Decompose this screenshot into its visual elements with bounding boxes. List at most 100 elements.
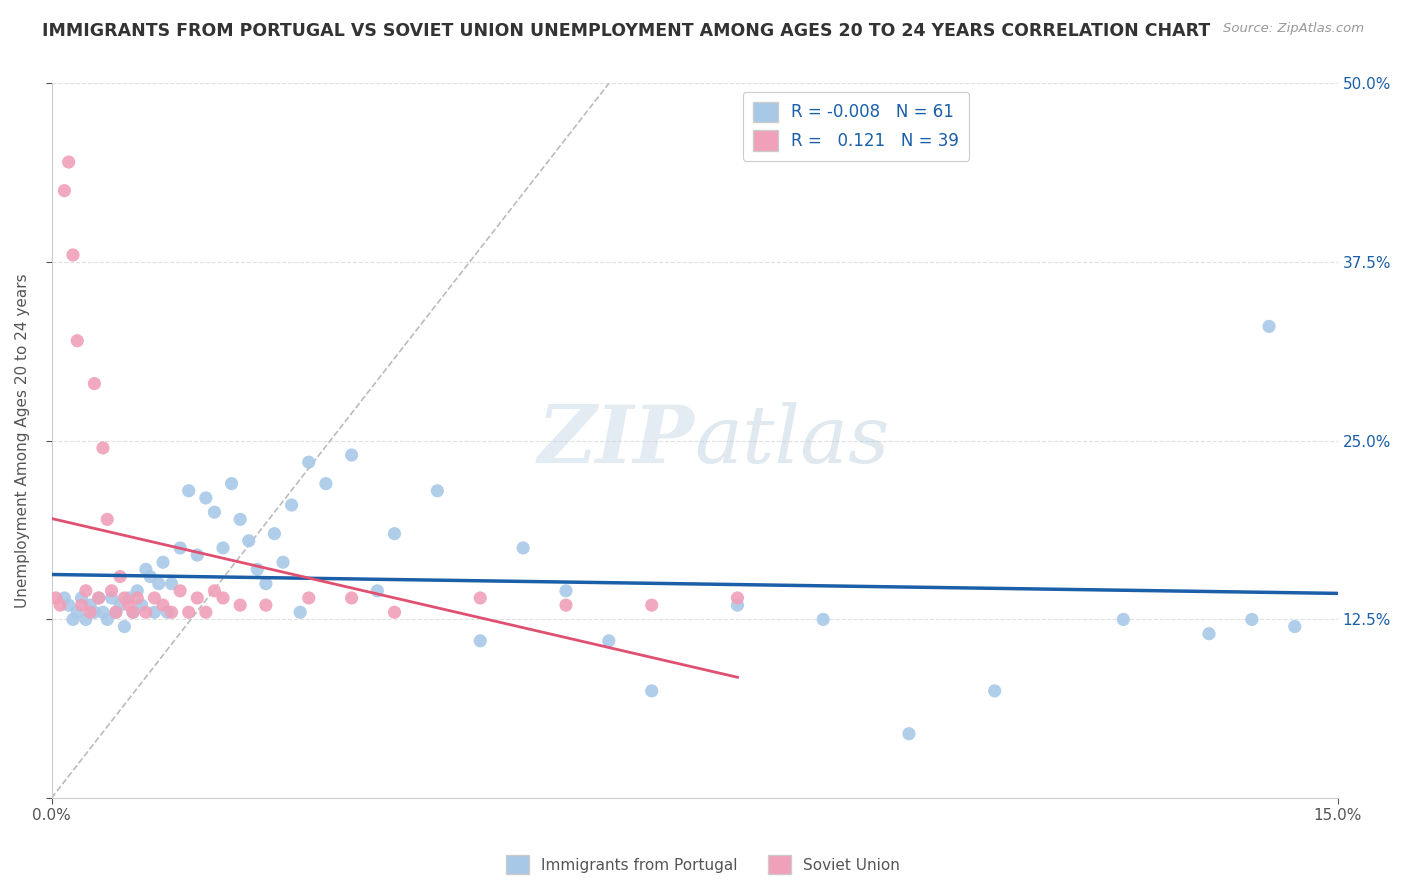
Point xyxy=(75,583,97,598)
Point xyxy=(127,591,149,605)
Point xyxy=(131,598,153,612)
Point xyxy=(288,605,311,619)
Point xyxy=(212,591,235,605)
Point xyxy=(58,598,80,612)
Point xyxy=(100,583,122,598)
Point xyxy=(122,605,145,619)
Point xyxy=(104,605,127,619)
Point xyxy=(204,505,226,519)
Point xyxy=(96,512,118,526)
Point xyxy=(127,583,149,598)
Text: Source: ZipAtlas.com: Source: ZipAtlas.com xyxy=(1223,22,1364,36)
Y-axis label: Unemployment Among Ages 20 to 24 years: Unemployment Among Ages 20 to 24 years xyxy=(15,274,30,608)
Point xyxy=(229,598,252,612)
Point xyxy=(70,598,93,612)
Text: atlas: atlas xyxy=(695,402,890,480)
Point xyxy=(204,583,226,598)
Point xyxy=(238,533,260,548)
Point xyxy=(112,591,135,605)
Point xyxy=(194,491,217,505)
Point xyxy=(75,612,97,626)
Point xyxy=(79,605,101,619)
Point xyxy=(156,605,179,619)
Point xyxy=(298,591,321,605)
Point xyxy=(897,727,920,741)
Point xyxy=(340,591,363,605)
Point xyxy=(229,512,252,526)
Point xyxy=(298,455,321,469)
Point xyxy=(212,541,235,555)
Point xyxy=(1198,626,1220,640)
Point xyxy=(139,569,162,583)
Point xyxy=(169,583,191,598)
Point xyxy=(811,612,834,626)
Point xyxy=(366,583,388,598)
Point xyxy=(143,591,166,605)
Point xyxy=(53,184,76,198)
Point xyxy=(280,498,302,512)
Point xyxy=(384,605,406,619)
Point xyxy=(983,684,1005,698)
Point xyxy=(641,684,664,698)
Point xyxy=(135,605,157,619)
Point xyxy=(186,548,208,562)
Point xyxy=(160,605,183,619)
Point xyxy=(108,598,131,612)
Point xyxy=(254,598,277,612)
Point xyxy=(79,598,101,612)
Point xyxy=(58,155,80,169)
Text: IMMIGRANTS FROM PORTUGAL VS SOVIET UNION UNEMPLOYMENT AMONG AGES 20 TO 24 YEARS : IMMIGRANTS FROM PORTUGAL VS SOVIET UNION… xyxy=(42,22,1211,40)
Point xyxy=(83,605,105,619)
Point xyxy=(194,605,217,619)
Point xyxy=(49,598,72,612)
Point xyxy=(1112,612,1135,626)
Point xyxy=(87,591,110,605)
Point xyxy=(53,591,76,605)
Point xyxy=(91,441,114,455)
Point xyxy=(1258,319,1281,334)
Point xyxy=(426,483,449,498)
Point xyxy=(112,619,135,633)
Point xyxy=(1240,612,1263,626)
Point xyxy=(62,612,84,626)
Point xyxy=(118,591,141,605)
Point xyxy=(271,555,294,569)
Point xyxy=(160,576,183,591)
Point xyxy=(66,334,89,348)
Point xyxy=(384,526,406,541)
Legend: R = -0.008   N = 61, R =   0.121   N = 39: R = -0.008 N = 61, R = 0.121 N = 39 xyxy=(742,92,969,161)
Point xyxy=(641,598,664,612)
Point xyxy=(221,476,243,491)
Point xyxy=(177,483,200,498)
Legend: Immigrants from Portugal, Soviet Union: Immigrants from Portugal, Soviet Union xyxy=(499,849,907,880)
Point xyxy=(470,591,492,605)
Point xyxy=(148,576,170,591)
Point xyxy=(186,591,208,605)
Point xyxy=(1284,619,1306,633)
Point xyxy=(263,526,285,541)
Point xyxy=(246,562,269,576)
Point xyxy=(470,633,492,648)
Point xyxy=(91,605,114,619)
Point xyxy=(340,448,363,462)
Point xyxy=(108,569,131,583)
Point xyxy=(70,591,93,605)
Point xyxy=(62,248,84,262)
Point xyxy=(152,555,174,569)
Point xyxy=(45,591,67,605)
Text: ZIP: ZIP xyxy=(537,402,695,480)
Point xyxy=(83,376,105,391)
Point xyxy=(555,598,578,612)
Point xyxy=(727,598,749,612)
Point xyxy=(122,605,145,619)
Point xyxy=(118,598,141,612)
Point xyxy=(315,476,337,491)
Point xyxy=(598,633,620,648)
Point xyxy=(96,612,118,626)
Point xyxy=(87,591,110,605)
Point xyxy=(100,591,122,605)
Point xyxy=(135,562,157,576)
Point xyxy=(727,591,749,605)
Point xyxy=(104,605,127,619)
Point xyxy=(555,583,578,598)
